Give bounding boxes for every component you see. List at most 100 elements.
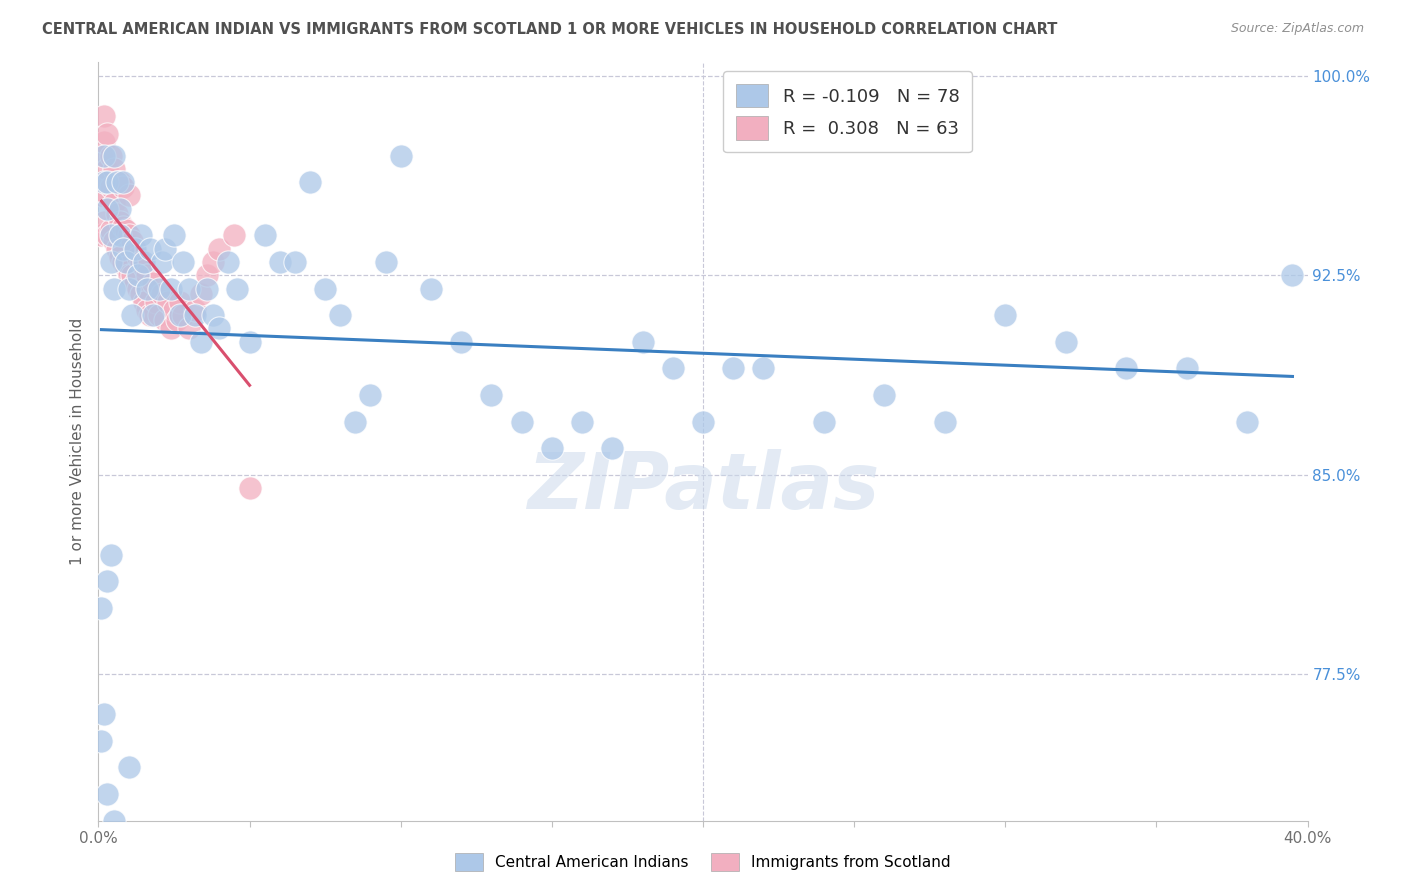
Point	[299, 175, 322, 189]
Point	[253, 228, 276, 243]
Point	[163, 228, 186, 243]
Point	[1281, 268, 1303, 283]
Point	[105, 175, 128, 189]
Point	[217, 255, 239, 269]
Point	[124, 242, 146, 256]
Point	[111, 255, 134, 269]
Point	[602, 441, 624, 455]
Point	[163, 302, 186, 317]
Point	[108, 250, 131, 264]
Point	[723, 361, 745, 376]
Point	[100, 180, 122, 194]
Point	[692, 415, 714, 429]
Point	[389, 148, 412, 162]
Point	[481, 388, 503, 402]
Point	[129, 228, 152, 243]
Point	[224, 228, 246, 243]
Point	[420, 282, 443, 296]
Point	[103, 814, 125, 828]
Point	[127, 282, 149, 296]
Point	[195, 282, 218, 296]
Point	[100, 255, 122, 269]
Point	[127, 268, 149, 283]
Point	[93, 215, 115, 229]
Point	[114, 260, 136, 275]
Point	[108, 175, 131, 189]
Point	[172, 308, 194, 322]
Point	[100, 228, 122, 243]
Point	[631, 334, 654, 349]
Point	[118, 282, 141, 296]
Point	[1115, 361, 1137, 376]
Point	[139, 242, 162, 256]
Point	[93, 109, 115, 123]
Point	[118, 268, 141, 283]
Point	[129, 255, 152, 269]
Point	[160, 282, 183, 296]
Point	[121, 234, 143, 248]
Point	[179, 282, 201, 296]
Text: ZIPatlas: ZIPatlas	[527, 449, 879, 525]
Point	[93, 175, 115, 189]
Point	[132, 255, 155, 269]
Point	[314, 282, 336, 296]
Point	[100, 148, 122, 162]
Point	[121, 268, 143, 283]
Point	[150, 286, 173, 301]
Legend: Central American Indians, Immigrants from Scotland: Central American Indians, Immigrants fro…	[449, 847, 957, 877]
Point	[1054, 334, 1077, 349]
Point	[103, 161, 125, 176]
Point	[90, 228, 112, 243]
Point	[190, 334, 212, 349]
Point	[96, 228, 118, 243]
Point	[132, 260, 155, 275]
Point	[103, 234, 125, 248]
Point	[166, 313, 188, 327]
Point	[135, 268, 157, 283]
Point	[202, 255, 225, 269]
Point	[510, 415, 533, 429]
Point	[105, 175, 128, 189]
Point	[934, 415, 956, 429]
Point	[994, 308, 1017, 322]
Point	[202, 308, 225, 322]
Point	[184, 302, 207, 317]
Point	[135, 302, 157, 317]
Point	[269, 255, 291, 269]
Point	[752, 361, 775, 376]
Point	[108, 202, 131, 216]
Point	[169, 294, 191, 309]
Point	[190, 286, 212, 301]
Point	[90, 188, 112, 202]
Point	[93, 175, 115, 189]
Point	[360, 388, 382, 402]
Point	[96, 161, 118, 176]
Point	[450, 334, 472, 349]
Legend: R = -0.109   N = 78, R =  0.308   N = 63: R = -0.109 N = 78, R = 0.308 N = 63	[723, 71, 972, 153]
Point	[1236, 415, 1258, 429]
Point	[118, 188, 141, 202]
Point	[103, 148, 125, 162]
Point	[374, 255, 396, 269]
Point	[93, 135, 115, 149]
Point	[179, 321, 201, 335]
Point	[105, 242, 128, 256]
Point	[90, 734, 112, 748]
Point	[145, 294, 167, 309]
Point	[111, 242, 134, 256]
Y-axis label: 1 or more Vehicles in Household: 1 or more Vehicles in Household	[69, 318, 84, 566]
Point	[96, 787, 118, 801]
Point	[132, 294, 155, 309]
Point	[90, 600, 112, 615]
Point	[108, 228, 131, 243]
Point	[90, 148, 112, 162]
Point	[329, 308, 352, 322]
Point	[344, 415, 367, 429]
Text: Source: ZipAtlas.com: Source: ZipAtlas.com	[1230, 22, 1364, 36]
Point	[813, 415, 835, 429]
Point	[873, 388, 896, 402]
Point	[118, 228, 141, 243]
Point	[93, 148, 115, 162]
Point	[103, 282, 125, 296]
Point	[148, 308, 170, 322]
